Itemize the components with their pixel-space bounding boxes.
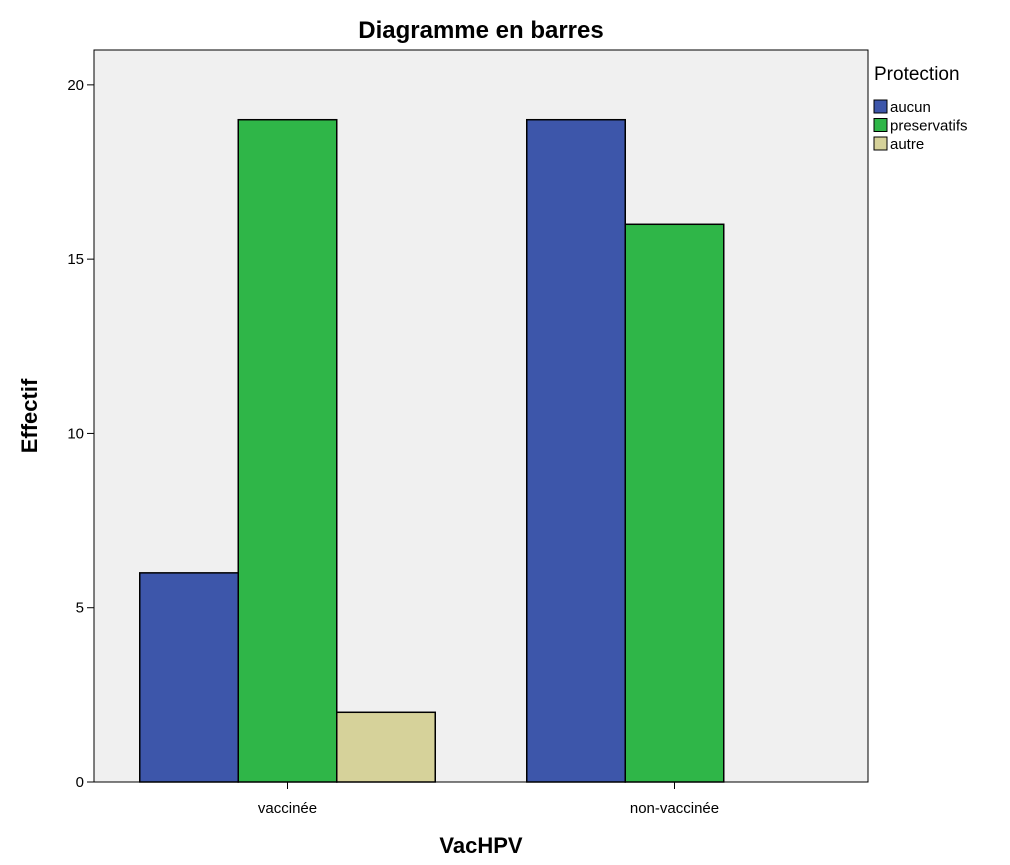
bars	[139, 118, 725, 783]
legend-label: autre	[890, 136, 924, 153]
bar-vaccinee-autre	[336, 711, 436, 783]
legend-label: aucun	[890, 99, 931, 116]
x-tick-label: vaccinée	[258, 800, 317, 817]
x-tick-label: non-vaccinée	[630, 800, 719, 817]
legend-swatch	[873, 136, 888, 151]
y-tick-label: 15	[67, 251, 84, 268]
y-tick-label: 20	[67, 77, 84, 94]
bar-vaccinee-aucun	[139, 572, 239, 783]
y-axis-title: Effectif	[17, 378, 42, 453]
bar-non-vaccinee-aucun	[526, 118, 626, 783]
legend-title: Protection	[874, 64, 960, 85]
legend-swatch	[873, 118, 888, 132]
chart-title: Diagramme en barres	[358, 17, 603, 44]
bar-non-vaccinee-preservatifs	[624, 223, 725, 783]
x-axis-title: VacHPV	[439, 833, 522, 858]
legend-label: preservatifs	[890, 118, 968, 135]
y-tick-label: 0	[76, 774, 84, 791]
axes: 0 5 10 15 20 vaccinée non-vaccinée	[67, 77, 719, 817]
bar-vaccinee-preservatifs	[237, 118, 338, 783]
y-tick-label: 5	[76, 600, 84, 617]
y-tick-label: 10	[67, 425, 84, 442]
legend-swatch	[873, 99, 888, 114]
